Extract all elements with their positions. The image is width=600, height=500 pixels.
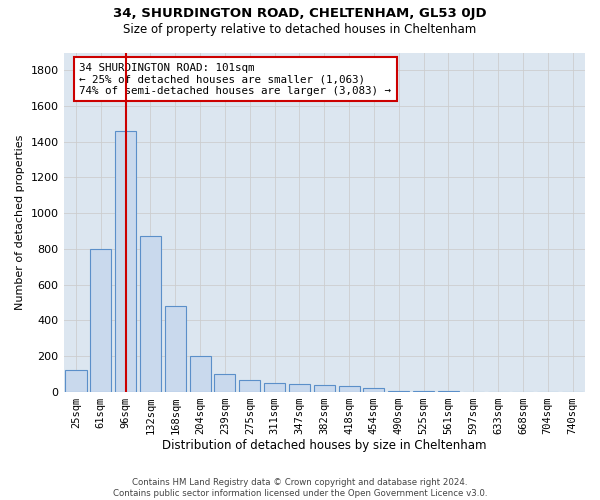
Bar — [388, 390, 409, 392]
Bar — [239, 380, 260, 392]
Bar — [214, 374, 235, 392]
Bar — [338, 386, 359, 392]
Bar — [364, 388, 385, 392]
Bar — [115, 131, 136, 392]
Text: 34, SHURDINGTON ROAD, CHELTENHAM, GL53 0JD: 34, SHURDINGTON ROAD, CHELTENHAM, GL53 0… — [113, 8, 487, 20]
Text: 34 SHURDINGTON ROAD: 101sqm
← 25% of detached houses are smaller (1,063)
74% of : 34 SHURDINGTON ROAD: 101sqm ← 25% of det… — [79, 62, 391, 96]
Bar — [289, 384, 310, 392]
Bar — [264, 382, 285, 392]
Bar — [65, 370, 86, 392]
Bar — [165, 306, 186, 392]
Y-axis label: Number of detached properties: Number of detached properties — [15, 134, 25, 310]
Bar — [90, 249, 112, 392]
Bar — [140, 236, 161, 392]
X-axis label: Distribution of detached houses by size in Cheltenham: Distribution of detached houses by size … — [162, 440, 487, 452]
Bar — [314, 386, 335, 392]
Text: Contains HM Land Registry data © Crown copyright and database right 2024.
Contai: Contains HM Land Registry data © Crown c… — [113, 478, 487, 498]
Text: Size of property relative to detached houses in Cheltenham: Size of property relative to detached ho… — [124, 22, 476, 36]
Bar — [190, 356, 211, 392]
